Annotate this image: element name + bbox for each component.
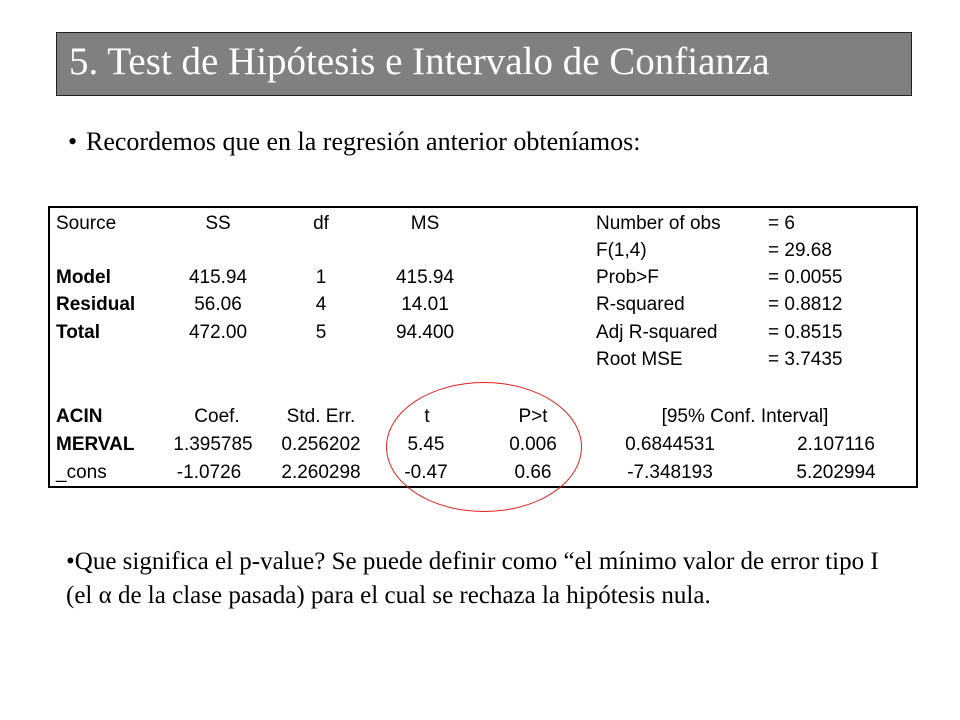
slide-title: 5. Test de Hipótesis e Intervalo de Conf…	[69, 40, 770, 83]
anova-row-source: Total	[56, 322, 100, 343]
anova-header-ss: SS	[205, 213, 231, 234]
stat-label: Adj R-squared	[596, 322, 718, 343]
anova-row-ss: 472.00	[188, 322, 248, 343]
stat-value: = 0.8812	[768, 294, 843, 315]
anova-row-df: 1	[315, 267, 327, 288]
anova-header-ms: MS	[410, 213, 440, 234]
stat-value: = 0.0055	[768, 267, 843, 288]
coef-header-ci: [95% Conf. Interval]	[661, 406, 829, 427]
anova-header-source: Source	[56, 213, 117, 234]
anova-row-ms: 94.400	[395, 322, 455, 343]
stat-label: Root MSE	[596, 349, 683, 370]
coef-row-name: MERVAL	[56, 434, 135, 455]
coef-row-se: 0.256202	[281, 434, 361, 455]
anova-header-df: df	[313, 213, 329, 234]
paragraph-text: Que significa el p-value? Se puede defin…	[66, 548, 879, 609]
coef-header-se: Std. Err.	[286, 406, 356, 427]
stat-label: F(1,4)	[596, 240, 647, 261]
coef-header-depvar: ACIN	[56, 406, 103, 427]
anova-row-ss: 415.94	[188, 267, 248, 288]
pvalue-paragraph: •Que significa el p-value? Se puede defi…	[66, 545, 896, 613]
stat-value: = 3.7435	[768, 349, 843, 370]
stat-value: = 0.8515	[768, 322, 843, 343]
coef-row-ci-high: 5.202994	[796, 462, 876, 483]
coef-row-coef: 1.395785	[173, 434, 253, 455]
anova-row-df: 5	[315, 322, 327, 343]
anova-row-ss: 56.06	[194, 294, 242, 315]
coef-row-coef: -1.0726	[176, 462, 242, 483]
paragraph-bullet: •	[66, 548, 75, 575]
intro-text: Recordemos que en la regresión anterior …	[86, 127, 641, 156]
stat-label: Number of obs	[596, 213, 721, 234]
coef-row-se: 2.260298	[281, 462, 361, 483]
bullet-marker: •	[68, 127, 78, 156]
anova-row-ms: 415.94	[395, 267, 455, 288]
pvalue-highlight-circle	[386, 382, 582, 512]
anova-row-source: Residual	[56, 294, 136, 315]
anova-row-source: Model	[56, 267, 111, 288]
stat-value: = 29.68	[768, 240, 832, 261]
coef-row-ci-low: -7.348193	[627, 462, 713, 483]
stat-value: = 6	[768, 213, 795, 234]
stat-label: R-squared	[596, 294, 685, 315]
coef-row-ci-high: 2.107116	[797, 434, 875, 455]
anova-row-df: 4	[315, 294, 327, 315]
title-bar: 5. Test de Hipótesis e Intervalo de Conf…	[56, 32, 912, 96]
coef-row-name: _cons	[56, 462, 107, 483]
stat-label: Prob>F	[596, 267, 659, 288]
anova-row-ms: 14.01	[401, 294, 449, 315]
coef-row-ci-low: 0.6844531	[625, 434, 715, 455]
coef-header-coef: Coef.	[194, 406, 240, 427]
intro-bullet: • Recordemos que en la regresión anterior…	[68, 127, 640, 157]
